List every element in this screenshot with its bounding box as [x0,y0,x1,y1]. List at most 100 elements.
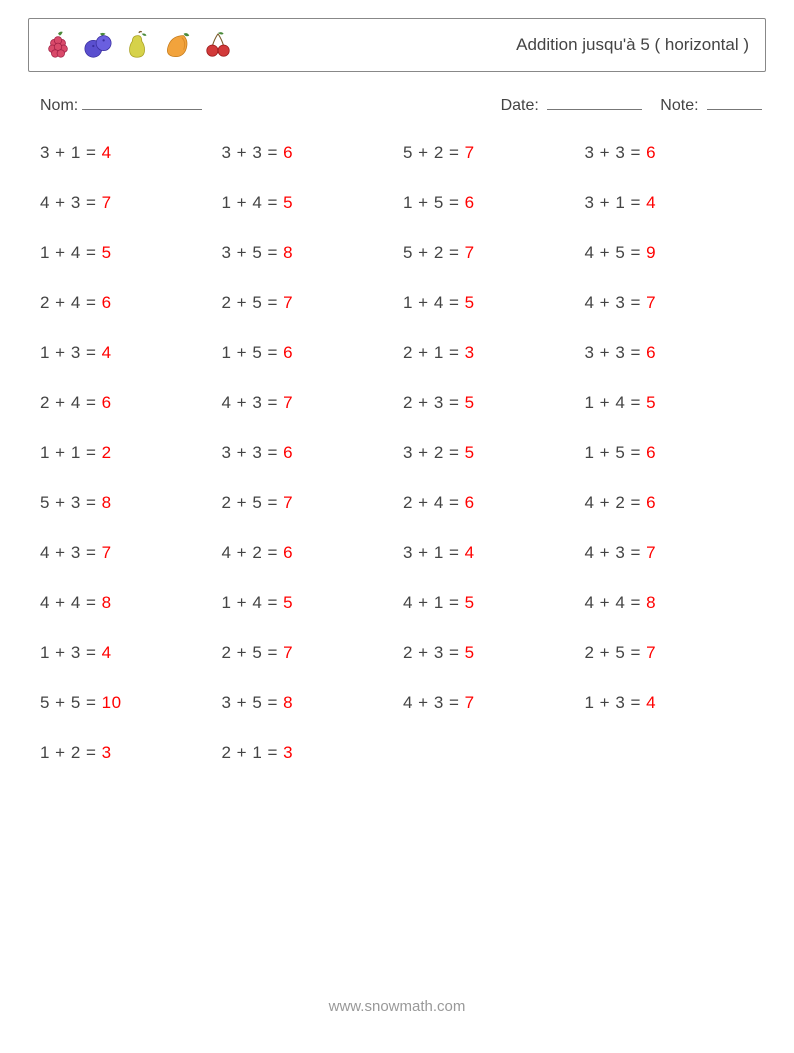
problem: 1 + 5 = 6 [222,343,404,363]
mango-icon [163,30,193,60]
problem-expression: 4 + 3 = [40,193,102,212]
problem-expression: 5 + 3 = [40,493,102,512]
problem: 1 + 3 = 4 [585,693,767,713]
problem-expression: 5 + 2 = [403,143,465,162]
problem-answer: 7 [102,193,112,212]
problem-answer: 7 [646,643,656,662]
problem-answer: 6 [646,343,656,362]
problem: 4 + 3 = 7 [40,193,222,213]
problem-expression: 4 + 3 = [403,693,465,712]
problem-expression: 4 + 3 = [585,543,647,562]
problem-answer: 10 [102,693,122,712]
problem-expression: 5 + 2 = [403,243,465,262]
problem-expression: 3 + 1 = [40,143,102,162]
problem-expression: 1 + 5 = [222,343,284,362]
name-blank[interactable] [82,92,202,110]
problem: 3 + 5 = 8 [222,693,404,713]
problem-expression: 2 + 5 = [222,643,284,662]
problem: 4 + 3 = 7 [585,293,767,313]
problem: 3 + 3 = 6 [585,343,767,363]
problem: 3 + 1 = 4 [585,193,767,213]
blueberries-icon [83,30,113,60]
problem: 4 + 3 = 7 [222,393,404,413]
footer-text: www.snowmath.com [0,998,794,1015]
problem: 3 + 2 = 5 [403,443,585,463]
problem-answer: 5 [465,293,475,312]
problem-answer: 5 [465,443,475,462]
problem-expression: 4 + 4 = [40,593,102,612]
problem: 5 + 3 = 8 [40,493,222,513]
problem-expression: 4 + 3 = [222,393,284,412]
problem-expression: 3 + 5 = [222,693,284,712]
problem-answer: 8 [102,593,112,612]
problem: 5 + 2 = 7 [403,243,585,263]
problem-expression: 1 + 4 = [222,193,284,212]
note-blank[interactable] [707,92,762,110]
problem-answer: 8 [283,243,293,262]
info-line: Nom: Date: Note: [28,92,766,143]
problem-expression: 1 + 4 = [40,243,102,262]
problem-answer: 4 [102,143,112,162]
problem: 1 + 4 = 5 [222,193,404,213]
problem-expression: 1 + 5 = [585,443,647,462]
problem-answer: 5 [283,593,293,612]
cherries-icon [203,30,233,60]
fruit-icons [39,30,233,60]
problem-expression: 3 + 1 = [585,193,647,212]
problem-answer: 4 [102,643,112,662]
problem-expression: 1 + 3 = [585,693,647,712]
problem-expression: 5 + 5 = [40,693,102,712]
problem-answer: 6 [465,193,475,212]
date-label: Date: [501,97,539,114]
problem: 4 + 2 = 6 [585,493,767,513]
problem: 3 + 3 = 6 [222,143,404,163]
problem-answer: 6 [283,343,293,362]
problem: 3 + 3 = 6 [585,143,767,163]
problem: 2 + 4 = 6 [403,493,585,513]
worksheet-page: Addition jusqu'à 5 ( horizontal ) Nom: D… [0,0,794,1053]
problem-answer: 7 [283,393,293,412]
problem-answer: 4 [646,193,656,212]
problem-expression: 1 + 3 = [40,643,102,662]
problem: 4 + 1 = 5 [403,593,585,613]
problem: 4 + 4 = 8 [585,593,767,613]
problem: 2 + 4 = 6 [40,393,222,413]
problem-answer: 7 [102,543,112,562]
problem-expression: 4 + 1 = [403,593,465,612]
problem: 1 + 2 = 3 [40,743,222,763]
problem: 1 + 5 = 6 [403,193,585,213]
problem: 2 + 3 = 5 [403,393,585,413]
problem-answer: 7 [465,243,475,262]
problem-answer: 6 [283,543,293,562]
problem: 4 + 2 = 6 [222,543,404,563]
problem: 2 + 1 = 3 [403,343,585,363]
problem-answer: 6 [283,443,293,462]
problem-answer: 7 [646,543,656,562]
problem-answer: 3 [465,343,475,362]
problem: 4 + 3 = 7 [403,693,585,713]
problem: 1 + 3 = 4 [40,343,222,363]
problem-answer: 8 [102,493,112,512]
problem-expression: 1 + 3 = [40,343,102,362]
problem-answer: 7 [283,643,293,662]
problem-answer: 6 [465,493,475,512]
problem-answer: 5 [283,193,293,212]
problem-answer: 7 [465,693,475,712]
problem-expression: 1 + 4 = [585,393,647,412]
problem-expression: 1 + 1 = [40,443,102,462]
problem: 2 + 5 = 7 [222,643,404,663]
problem: 3 + 1 = 4 [403,543,585,563]
problem-answer: 5 [465,393,475,412]
problem: 2 + 5 = 7 [222,293,404,313]
problem-expression: 2 + 4 = [40,393,102,412]
problem-expression: 3 + 3 = [222,443,284,462]
problem-expression: 4 + 3 = [40,543,102,562]
problem: 4 + 4 = 8 [40,593,222,613]
problem: 1 + 4 = 5 [403,293,585,313]
problem-expression: 2 + 3 = [403,393,465,412]
problem-answer: 6 [646,143,656,162]
problem: 1 + 3 = 4 [40,643,222,663]
problem-answer: 6 [283,143,293,162]
header-box: Addition jusqu'à 5 ( horizontal ) [28,18,766,72]
date-blank[interactable] [547,92,642,110]
